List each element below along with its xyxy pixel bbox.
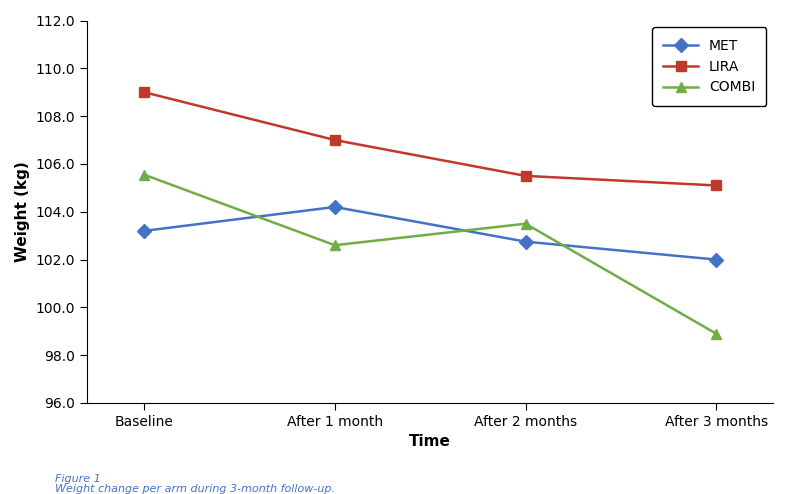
LIRA: [330, 137, 339, 143]
LIRA: [521, 173, 530, 179]
MET: [712, 256, 721, 262]
Legend: MET, LIRA, COMBI: MET, LIRA, COMBI: [653, 28, 766, 106]
Text: Figure 1: Figure 1: [55, 474, 101, 484]
Line: COMBI: COMBI: [140, 170, 721, 338]
LIRA: [712, 182, 721, 188]
COMBI: [330, 242, 339, 248]
MET: [521, 239, 530, 245]
MET: [330, 204, 339, 210]
Line: MET: MET: [140, 202, 721, 264]
X-axis label: Time: Time: [409, 434, 451, 450]
COMBI: [712, 330, 721, 336]
Y-axis label: Weight (kg): Weight (kg): [15, 162, 30, 262]
MET: [140, 228, 149, 234]
LIRA: [140, 89, 149, 95]
COMBI: [521, 221, 530, 227]
Text: Weight change per arm during 3-month follow-up.: Weight change per arm during 3-month fol…: [55, 484, 335, 494]
COMBI: [140, 172, 149, 178]
Line: LIRA: LIRA: [140, 87, 721, 190]
